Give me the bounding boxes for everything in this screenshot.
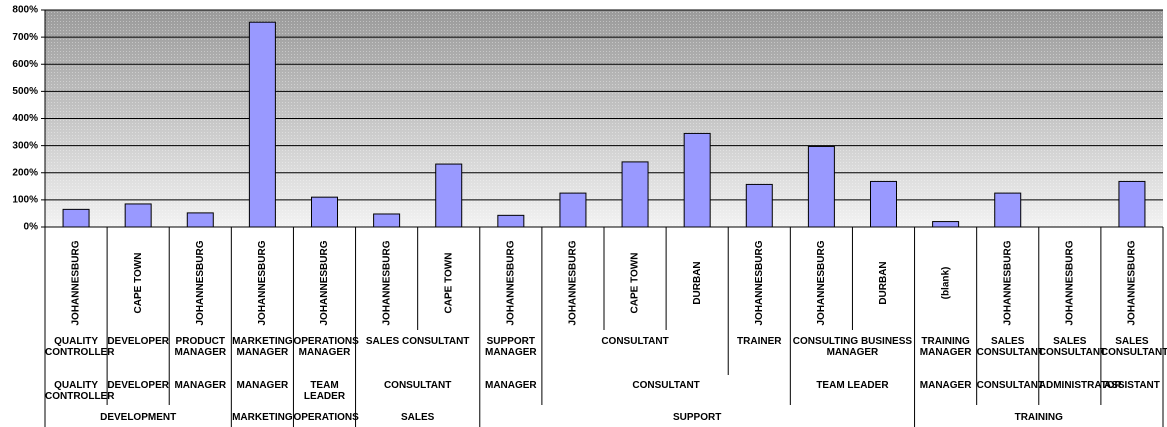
category-group-label: SUPPORT (672, 412, 722, 423)
city-label: JOHANNESBURG (319, 240, 330, 325)
y-tick-label: 800% (12, 5, 38, 16)
bar (994, 192, 1022, 228)
y-tick-label: 300% (12, 140, 38, 151)
category-group-label: CONSULTANT (601, 336, 669, 347)
city-label: JOHANNESBURG (71, 240, 82, 325)
y-tick-label: 400% (12, 113, 38, 124)
city-label: JOHANNESBURG (754, 240, 765, 325)
bar (373, 213, 401, 228)
category-group-label: MANAGER (484, 380, 537, 391)
category-group-label: DEVELOPMENT (100, 412, 177, 423)
bar (870, 180, 897, 228)
bar (621, 161, 649, 228)
bar (435, 163, 463, 228)
category-group-label: MARKETING (232, 412, 293, 423)
bar (311, 196, 338, 228)
city-label: JOHANNESBURG (568, 240, 579, 325)
category-group-label: SALES CONSULTANT (365, 336, 470, 347)
bar (248, 21, 276, 228)
y-tick-label: 0% (24, 222, 39, 233)
bar (62, 208, 90, 228)
category-group-label: SALES CONSULTANT (976, 336, 1045, 358)
bar (124, 203, 152, 228)
city-label: JOHANNESBURG (1064, 240, 1075, 325)
bar (559, 192, 587, 228)
category-group-label: SUPPORT MANAGER (484, 336, 537, 358)
category-group-label: TRAINING MANAGER (919, 336, 972, 358)
city-label: CAPE TOWN (630, 253, 641, 314)
y-tick-label: 200% (12, 167, 38, 178)
category-group-label: QUALITY CONTROLLER (45, 380, 115, 402)
city-label: JOHANNESBURG (1127, 240, 1138, 325)
category-group-label: TRAINING (1014, 412, 1063, 423)
category-group-label: CONSULTANT (632, 380, 700, 391)
category-group-label: OPERATIONS (293, 412, 359, 423)
y-tick-label: 100% (12, 195, 38, 206)
category-group-label: CONSULTANT (976, 380, 1045, 391)
city-label: JOHANNESBURG (257, 240, 268, 325)
bar (1118, 180, 1146, 228)
category-group-label: ASSISTANT (1103, 380, 1160, 391)
city-label: DURBAN (692, 261, 703, 304)
category-group-label: CONSULTANT (383, 380, 452, 391)
category-group-label: MANAGER (919, 380, 972, 391)
category-group-label: DEVELOPER (107, 380, 169, 391)
city-label: CAPE TOWN (133, 253, 144, 314)
category-group-label: TEAM LEADER (303, 380, 346, 402)
bar (683, 132, 711, 228)
category-group-label: TRAINER (737, 336, 782, 347)
city-label: DURBAN (878, 261, 889, 304)
category-group-label: QUALITY CONTROLLER (45, 336, 115, 358)
bar (497, 214, 525, 228)
city-label: (blank) (940, 267, 951, 300)
category-group-label: PRODUCT MANAGER (174, 336, 227, 358)
bar (745, 183, 773, 228)
category-group-label: CONSULTING BUSINESS MANAGER (792, 336, 913, 358)
y-tick-label: 500% (12, 86, 38, 97)
bar (932, 221, 960, 228)
category-group-label: TEAM LEADER (816, 380, 889, 391)
category-group-label: SALES CONSULTANT (1100, 336, 1167, 358)
category-group-label: MARKETING MANAGER (232, 336, 293, 358)
category-group-label: OPERATIONS MANAGER (293, 336, 359, 358)
y-tick-label: 600% (12, 59, 38, 70)
y-tick-label: 700% (12, 32, 38, 43)
city-label: JOHANNESBURG (195, 240, 206, 325)
bar (807, 145, 835, 228)
city-label: CAPE TOWN (443, 253, 454, 314)
category-group-label: MANAGER (174, 380, 227, 391)
category-group-label: DEVELOPER (107, 336, 169, 347)
city-label: JOHANNESBURG (1002, 240, 1013, 325)
city-label: JOHANNESBURG (381, 240, 392, 325)
category-group-label: ADMINISTRATOR (1038, 380, 1122, 391)
city-label: JOHANNESBURG (816, 240, 827, 325)
bar (186, 212, 214, 228)
category-group-label: MANAGER (236, 380, 289, 391)
city-label: JOHANNESBURG (505, 240, 516, 325)
category-group-label: SALES (400, 412, 435, 423)
category-group-label: SALES CONSULTANT (1038, 336, 1107, 358)
